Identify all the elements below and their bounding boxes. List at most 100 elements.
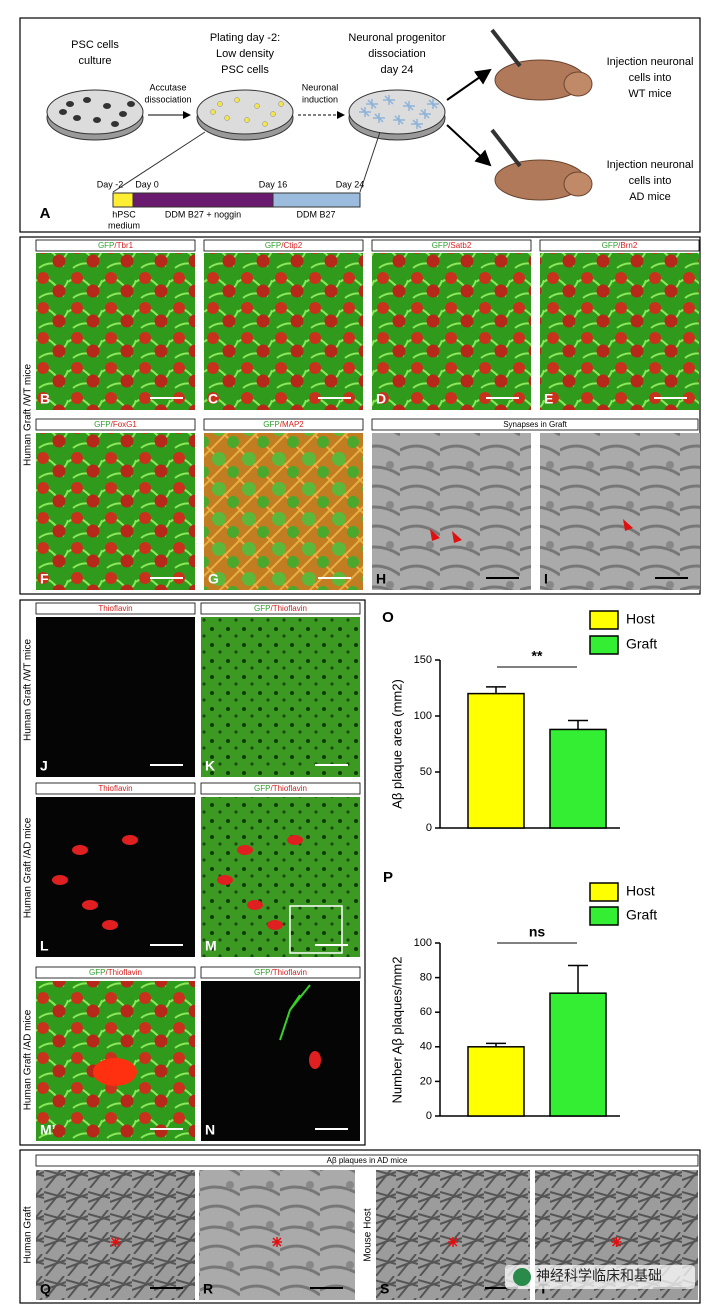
stain-green: GFP (254, 968, 270, 977)
plaque (267, 920, 283, 930)
micrograph (540, 253, 699, 410)
stain-label: GFP/Thioflavin (89, 968, 142, 977)
cell (119, 111, 127, 117)
stain-green: GFP (263, 420, 279, 429)
micrograph (204, 433, 363, 590)
injection-text: WT mice (628, 88, 671, 100)
micrograph (372, 433, 531, 590)
legend-label: Graft (626, 636, 657, 652)
stain-green: GFP (98, 241, 114, 250)
panel-frame (19, 1149, 701, 1304)
media-label: hPSC (112, 209, 136, 219)
stain-red: /Thioflavin (270, 784, 306, 793)
panel-header (35, 239, 196, 252)
cell (270, 111, 276, 117)
plaque (217, 875, 233, 885)
legend-label: Graft (626, 907, 657, 923)
plaque (287, 835, 303, 845)
stain-label: GFP/Thioflavin (254, 968, 307, 977)
error-bar (486, 686, 506, 694)
stain-green: GFP (94, 420, 110, 429)
panel-header (200, 782, 361, 795)
micrograph (36, 433, 195, 590)
em-header: Synapses in Graft (503, 420, 567, 429)
bar (549, 728, 607, 829)
stain-red: /Ctip2 (281, 241, 302, 250)
cell (262, 121, 268, 127)
legend-swatch (589, 906, 619, 926)
asterisk (110, 1237, 121, 1247)
micrograph (372, 253, 531, 410)
stain-red: /Brn2 (618, 241, 638, 250)
panel-label: Q (40, 1281, 51, 1297)
panel-label: P (383, 869, 393, 886)
stage-text: Plating day -2: (210, 32, 280, 44)
error-bar (568, 964, 588, 994)
y-axis-label: Number Aβ plaques/mm2 (389, 957, 404, 1104)
cell (59, 109, 67, 115)
injection-text: Injection neuronal (607, 56, 694, 68)
plaque (52, 875, 68, 885)
panel-header (35, 966, 196, 979)
syringe (490, 28, 522, 68)
panel-label: N (205, 1122, 215, 1138)
injection-text: cells into (629, 72, 672, 84)
error-bar (486, 1042, 506, 1047)
timeline (272, 192, 361, 208)
y-tick-label: 150 (414, 654, 432, 666)
brain (563, 71, 593, 97)
stage-text: PSC cells (221, 64, 269, 76)
stage-text: dissociation (368, 48, 425, 60)
side-label: Human Graft /AD mice (23, 1009, 34, 1110)
cell (393, 115, 405, 125)
cell (366, 99, 378, 109)
bar (467, 692, 525, 829)
stain-green: GFP (89, 968, 105, 977)
stain-green: GFP (254, 784, 270, 793)
syringe (490, 128, 522, 168)
stage-text: day 24 (380, 64, 413, 76)
panel-header (371, 239, 532, 252)
cell (83, 97, 91, 103)
dish (196, 89, 294, 135)
panel-label: O (382, 609, 394, 626)
y-tick-label: 60 (420, 1006, 432, 1018)
panel-header (35, 418, 196, 431)
cell (224, 115, 230, 121)
cell (403, 101, 415, 111)
legend-swatch (589, 635, 619, 655)
significance: ** (532, 648, 543, 664)
watermark: 神经科学临床和基础 (536, 1268, 662, 1284)
y-tick-label: 0 (426, 822, 432, 834)
stain-red: Thioflavin (98, 604, 132, 613)
arrowhead (623, 519, 633, 531)
inset-box (289, 905, 343, 954)
stain-label: GFP/Ctip2 (265, 241, 303, 250)
stain-red: /FoxG1 (111, 420, 138, 429)
significance: ns (529, 924, 546, 940)
side-label: Human Graft /AD mice (23, 817, 34, 918)
panel-label: K (205, 758, 215, 774)
arrowhead (430, 529, 440, 541)
legend-swatch (589, 882, 619, 902)
stain-label: GFP/Thioflavin (254, 604, 307, 613)
stage-text: Low density (216, 48, 275, 60)
stain-label: GFP/FoxG1 (94, 420, 137, 429)
injection-text: Injection neuronal (607, 159, 694, 171)
stain-red: /Thioflavin (270, 604, 306, 613)
y-tick-label: 80 (420, 972, 432, 984)
cell (427, 99, 439, 109)
cell (359, 107, 371, 117)
stain-red: /Thioflavin (270, 968, 306, 977)
micrograph (36, 1170, 195, 1300)
day-label: Day -2 (97, 179, 124, 189)
y-tick-label: 40 (420, 1041, 432, 1053)
stain-red: /Satb2 (448, 241, 472, 250)
arrow-text: Neuronal (302, 82, 339, 92)
cell (127, 101, 135, 107)
plaque (82, 900, 98, 910)
panel-header (200, 966, 361, 979)
plaque (309, 1051, 321, 1069)
y-tick-label: 0 (426, 1110, 432, 1122)
